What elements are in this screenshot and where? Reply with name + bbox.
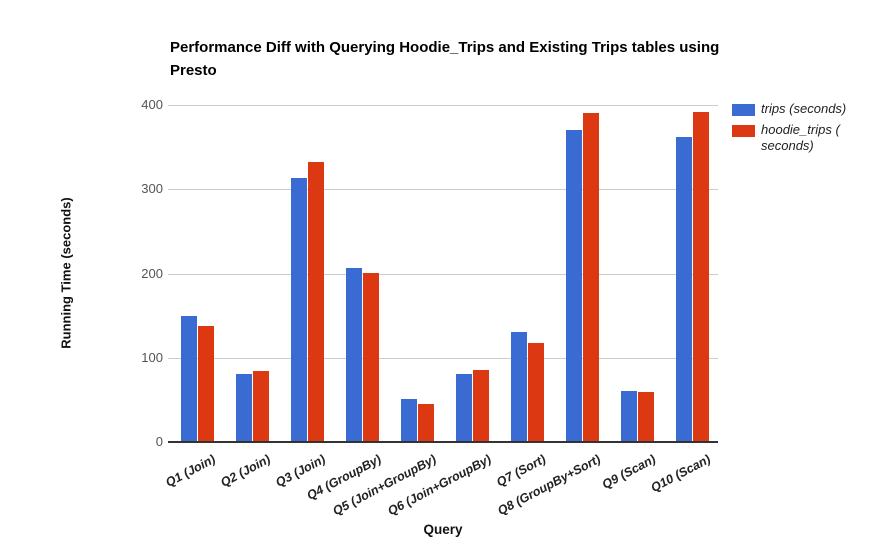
x-tick-label: Q1 (Join) <box>163 452 219 490</box>
bar <box>473 370 489 442</box>
bar <box>308 162 324 442</box>
plot-area <box>168 105 718 443</box>
x-axis-title: Query <box>423 522 463 537</box>
bar <box>291 178 307 442</box>
legend-swatch <box>732 125 755 137</box>
legend-item: trips (seconds) <box>732 101 867 117</box>
bar <box>528 343 544 442</box>
bar <box>676 137 692 442</box>
gridline <box>168 189 718 191</box>
bar <box>401 399 417 442</box>
y-tick-label: 400 <box>141 97 163 112</box>
legend: trips (seconds) hoodie_trips ( seconds) <box>732 101 867 159</box>
x-axis-line <box>168 441 718 443</box>
legend-item: hoodie_trips ( seconds) <box>732 122 867 154</box>
y-tick-label: 100 <box>141 349 163 365</box>
gridline <box>168 105 718 106</box>
y-tick-label: 300 <box>141 181 163 197</box>
bar <box>566 130 582 442</box>
bar <box>456 373 472 442</box>
bar <box>253 371 269 442</box>
bar <box>638 392 654 442</box>
gridline <box>168 273 718 275</box>
bar <box>346 267 362 442</box>
x-tick-label: Q6 (Join+GroupBy) <box>385 452 494 519</box>
y-axis-title: Running Time (seconds) <box>58 197 74 349</box>
x-tick-label: Q10 (Scan) <box>648 452 714 496</box>
bar <box>418 404 434 442</box>
legend-swatch <box>732 104 755 116</box>
y-tick-label: 0 <box>155 434 163 449</box>
legend-label: trips (seconds) <box>761 101 847 116</box>
y-tick-label: 200 <box>141 265 163 281</box>
bar <box>198 325 214 442</box>
bar <box>236 373 252 442</box>
bar <box>181 315 197 442</box>
bar <box>621 391 637 442</box>
bar <box>583 113 599 442</box>
bar <box>511 331 527 442</box>
chart-title: Performance Diff with Querying Hoodie_Tr… <box>170 39 720 79</box>
bar <box>693 111 709 442</box>
gridline <box>168 357 718 359</box>
x-tick-label: Q8 (GroupBy+Sort) <box>495 452 604 518</box>
x-tick-label: Q2 (Join) <box>218 452 274 490</box>
bar <box>363 272 379 442</box>
legend-label: hoodie_trips ( seconds) <box>761 122 840 153</box>
